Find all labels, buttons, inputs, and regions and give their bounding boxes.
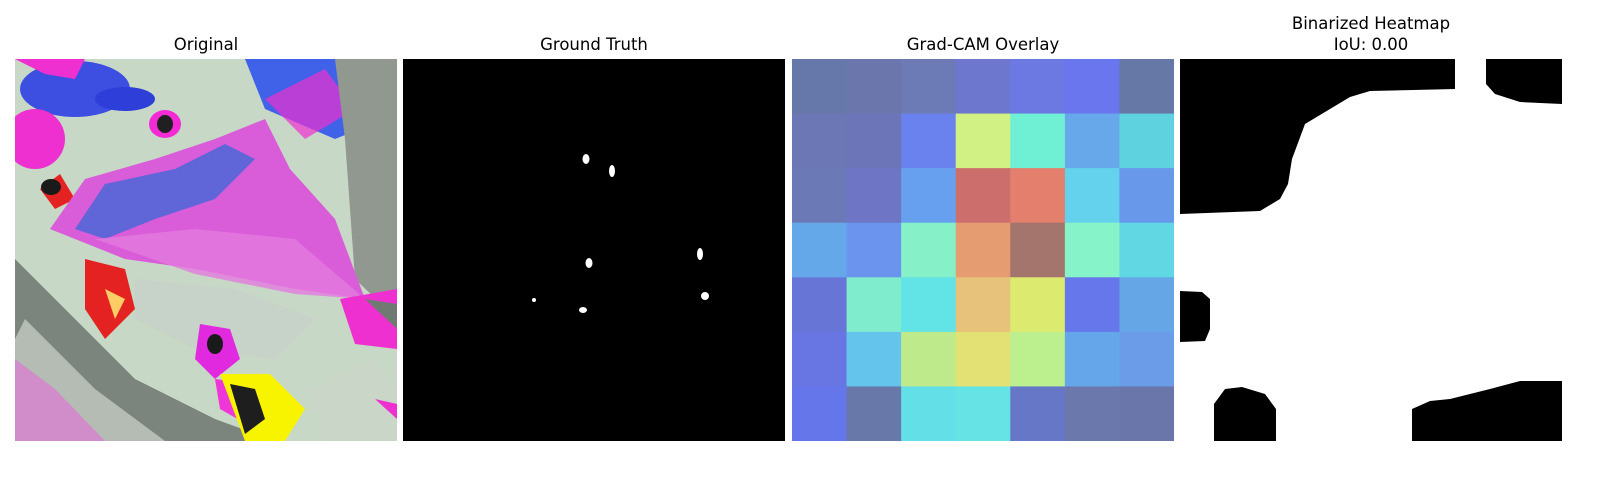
binarized-heatmap-svg	[1180, 59, 1562, 441]
heatmap-cell	[1010, 222, 1066, 278]
panel-original: Original	[15, 0, 397, 500]
panel-subtitle-iou: IoU: 0.00	[1333, 35, 1409, 54]
heatmap-cell	[1119, 222, 1174, 278]
heatmap-cell	[1010, 277, 1066, 333]
heatmap-cell	[901, 59, 957, 115]
heatmap-cell	[901, 168, 957, 224]
heatmap-cell	[846, 113, 902, 169]
heatmap-cell	[901, 331, 957, 388]
heatmap-cell	[846, 331, 902, 388]
gradcam-heatmap-svg	[792, 59, 1174, 441]
heatmap-cell	[846, 222, 902, 278]
panel-ground-truth: Ground Truth	[403, 0, 785, 500]
heatmap-cell	[901, 277, 957, 333]
heatmap-cell	[901, 222, 957, 278]
heatmap-cell	[792, 331, 848, 388]
heatmap-cell	[1010, 168, 1066, 224]
heatmap-cell	[955, 331, 1011, 388]
binarized-black-region	[1214, 387, 1276, 441]
heatmap-cell	[1010, 113, 1066, 169]
ground-truth-mask-svg	[403, 59, 785, 441]
binarized-black-region	[1412, 381, 1562, 441]
heatmap-cell	[1119, 386, 1174, 441]
heatmap-cell	[955, 113, 1011, 169]
binarized-black-region	[1180, 59, 1455, 214]
panel-title-original: Original	[173, 35, 239, 54]
heatmap-cell	[792, 168, 848, 224]
heatmap-cell	[846, 386, 902, 441]
panel-title-binarized: Binarized Heatmap	[1291, 14, 1451, 33]
heatmap-cell	[955, 277, 1011, 333]
heatmap-cell	[846, 168, 902, 224]
gradcam-overlay-image	[792, 59, 1174, 441]
heatmap-cell	[955, 222, 1011, 278]
heatmap-cell	[792, 113, 848, 169]
heatmap-cell	[1064, 222, 1121, 278]
heatmap-cell	[1010, 386, 1066, 441]
heatmap-cell	[1119, 277, 1174, 333]
ground-truth-blob	[697, 248, 703, 260]
heatmap-cell	[1064, 113, 1121, 169]
panel-binarized-heatmap: Binarized Heatmap IoU: 0.00	[1180, 0, 1562, 500]
heatmap-cell	[1119, 113, 1174, 169]
ground-truth-blob	[609, 165, 615, 177]
binarized-heatmap-mask	[1180, 59, 1562, 441]
ground-truth-mask	[403, 59, 785, 441]
heatmap-cell	[1119, 168, 1174, 224]
heatmap-cell	[1064, 331, 1121, 388]
ground-truth-blob	[585, 258, 593, 268]
ground-truth-blob	[582, 154, 590, 164]
heatmap-cell	[1064, 386, 1121, 441]
binarized-black-region	[1486, 59, 1562, 104]
heatmap-cell	[1064, 168, 1121, 224]
heatmap-cell	[1119, 331, 1174, 388]
binarized-black-region	[1180, 291, 1210, 342]
panel-title-gradcam: Grad-CAM Overlay	[906, 35, 1060, 54]
heatmap-cell	[955, 59, 1011, 115]
heatmap-cell	[1010, 59, 1066, 115]
heatmap-cell	[901, 386, 957, 441]
heatmap-cell	[792, 386, 848, 441]
original-image	[15, 59, 397, 441]
heatmap-cell	[955, 168, 1011, 224]
heatmap-cell	[1010, 331, 1066, 388]
ground-truth-blob	[532, 298, 536, 302]
heatmap-cell	[1119, 59, 1174, 115]
heatmap-cell	[792, 222, 848, 278]
panel-gradcam-overlay: Grad-CAM Overlay	[792, 0, 1174, 500]
original-image-svg	[15, 59, 397, 441]
heatmap-cell	[901, 113, 957, 169]
ground-truth-blob	[701, 292, 709, 300]
heatmap-cell	[792, 277, 848, 333]
heatmap-cell	[955, 386, 1011, 441]
heatmap-cell	[1064, 59, 1121, 115]
heatmap-cell	[846, 277, 902, 333]
heatmap-cell	[1064, 277, 1121, 333]
panel-title-ground-truth: Ground Truth	[540, 35, 648, 54]
heatmap-cell	[846, 59, 902, 115]
ground-truth-blob	[579, 307, 587, 313]
heatmap-cell	[792, 59, 848, 115]
